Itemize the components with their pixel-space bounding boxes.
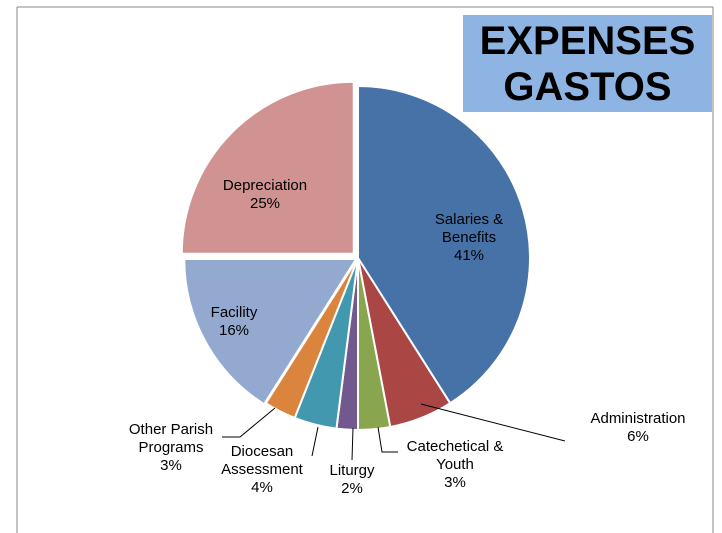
category-label: Depreciation: [222, 177, 308, 194]
category-label: Other Parish Programs: [128, 421, 214, 456]
category-label: Diocesan Assessment: [221, 443, 303, 478]
leader-line: [222, 407, 276, 438]
pie-slice: [180, 80, 355, 255]
chart-subtitle: GASTOS: [503, 65, 672, 109]
leader-line: [420, 403, 566, 442]
value-label: 2%: [341, 480, 363, 497]
value-label: 4%: [251, 479, 273, 496]
value-label: 3%: [160, 457, 182, 474]
data-label: Administration 6%: [573, 410, 703, 446]
data-label: Other Parish Programs 3%: [111, 421, 231, 475]
value-label: 41%: [453, 247, 485, 264]
value-label: 16%: [218, 322, 250, 339]
chart-title: EXPENSES: [479, 19, 696, 63]
data-label: Depreciation 25%: [210, 177, 320, 213]
value-label: 3%: [444, 474, 466, 491]
leader-line: [311, 426, 319, 457]
title-box: EXPENSES GASTOS: [463, 15, 712, 112]
leader-line: [351, 427, 354, 461]
pie-slice: [183, 257, 359, 406]
data-label: Salaries & Benefits 41%: [414, 211, 524, 265]
value-label: 25%: [249, 195, 281, 212]
data-label: Liturgy 2%: [312, 462, 392, 498]
category-label: Administration: [590, 410, 686, 427]
category-label: Catechetical & Youth: [406, 438, 504, 473]
data-label: Facility 16%: [189, 304, 279, 340]
leader-line: [377, 426, 398, 453]
category-label: Liturgy: [329, 462, 375, 479]
value-label: 6%: [627, 428, 649, 445]
category-label: Salaries & Benefits: [434, 211, 504, 246]
category-label: Facility: [210, 304, 258, 321]
data-label: Diocesan Assessment 4%: [207, 443, 317, 497]
data-label: Catechetical & Youth 3%: [400, 438, 510, 492]
